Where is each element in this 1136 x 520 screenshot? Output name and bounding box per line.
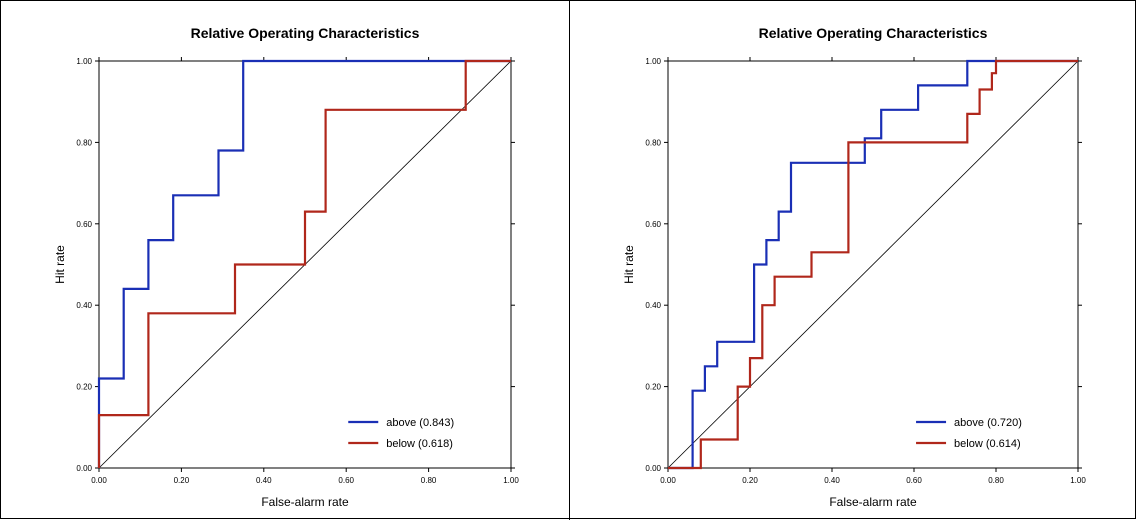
y-tick-label: 0.00	[76, 464, 92, 473]
chart-title: Relative Operating Characteristics	[191, 25, 420, 41]
y-axis-label: Hit rate	[53, 245, 67, 284]
y-tick-label: 0.20	[645, 383, 661, 392]
y-tick-label: 0.60	[645, 220, 661, 229]
y-tick-label: 1.00	[76, 57, 92, 66]
x-axis-label: False-alarm rate	[829, 495, 917, 509]
x-tick-label: 0.40	[824, 476, 840, 485]
x-tick-label: 0.60	[906, 476, 922, 485]
series-line-above	[668, 59, 1078, 470]
legend-label: above (0.720)	[954, 417, 1022, 429]
y-tick-label: 0.40	[645, 301, 661, 310]
chart-svg-right: Relative Operating Characteristics False-…	[622, 25, 1086, 509]
x-tick-label: 0.80	[421, 476, 437, 485]
chart-svg-left: Relative Operating Characteristics False-…	[53, 25, 519, 509]
roc-chart-right: Relative Operating Characteristics False-…	[570, 1, 1136, 520]
y-tick-label: 0.00	[645, 464, 661, 473]
x-tick-label: 0.00	[660, 476, 676, 485]
plot-frame	[667, 60, 1079, 469]
legend-label: below (0.614)	[954, 438, 1021, 450]
series-line-above	[97, 59, 511, 468]
series-line-below	[668, 59, 1078, 470]
y-axis-label: Hit rate	[622, 245, 636, 284]
y-tick-label: 0.60	[76, 220, 92, 229]
x-tick-label: 0.80	[988, 476, 1004, 485]
series-line-below	[97, 59, 511, 468]
legend-label: above (0.843)	[386, 417, 454, 429]
diagonal-reference-line	[667, 60, 1079, 469]
x-tick-label: 1.00	[1070, 476, 1086, 485]
chart-title: Relative Operating Characteristics	[759, 25, 988, 41]
x-tick-label: 1.00	[503, 476, 519, 485]
y-tick-label: 0.40	[76, 301, 92, 310]
y-tick-label: 0.80	[645, 138, 661, 147]
x-tick-label: 0.40	[256, 476, 272, 485]
y-tick-label: 0.80	[76, 138, 92, 147]
roc-chart-left: Relative Operating Characteristics False-…	[1, 1, 569, 520]
x-tick-label: 0.20	[742, 476, 758, 485]
x-tick-label: 0.00	[91, 476, 107, 485]
panel-divider	[569, 1, 570, 520]
x-axis-label: False-alarm rate	[261, 495, 349, 509]
x-tick-label: 0.60	[338, 476, 354, 485]
x-tick-label: 0.20	[174, 476, 190, 485]
y-tick-label: 1.00	[645, 57, 661, 66]
legend-label: below (0.618)	[386, 438, 453, 450]
y-tick-label: 0.20	[76, 383, 92, 392]
